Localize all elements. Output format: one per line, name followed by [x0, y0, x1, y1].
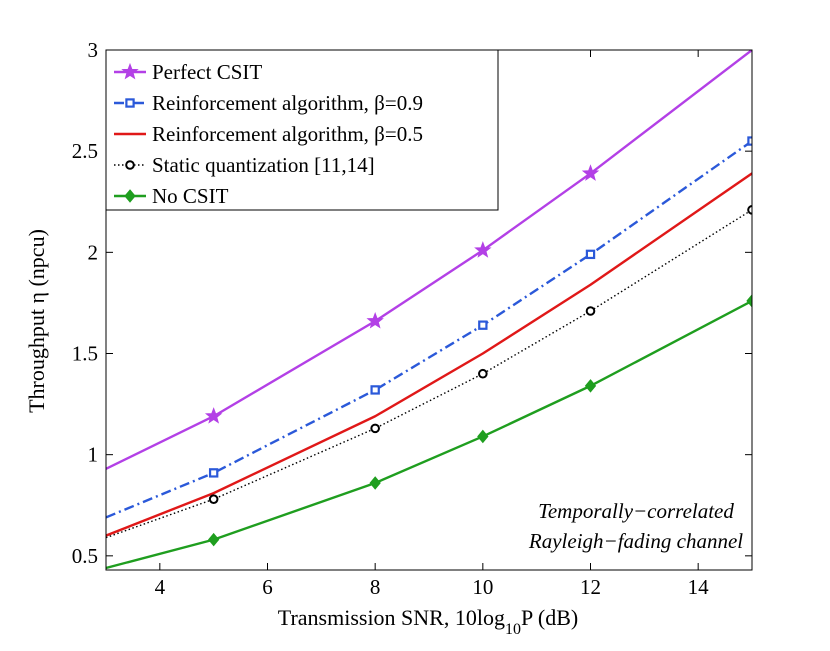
legend-entry-5: No CSIT — [114, 184, 229, 208]
x-axis-label-prefix: Transmission SNR, 10log — [278, 605, 505, 630]
series-2-line — [106, 140, 752, 519]
x-tick-label-12: 12 — [580, 575, 601, 599]
x-tick-label-6: 6 — [262, 575, 273, 599]
series-4-point-2 — [370, 423, 380, 434]
legend-entry-1: Perfect CSIT — [114, 60, 262, 84]
series-3-line — [106, 172, 752, 537]
x-tick-label-8: 8 — [370, 575, 381, 599]
y-tick-label-3: 1.5 — [72, 342, 98, 366]
series-3 — [106, 172, 752, 537]
series-4-line — [106, 209, 752, 539]
x-axis-label-suffix: P (dB) — [521, 605, 578, 630]
series-2-point-4 — [585, 249, 596, 260]
series-5-point-2 — [369, 476, 381, 490]
x-axis-label-subscript: 10 — [505, 621, 521, 638]
y-tick-label-4: 2 — [88, 240, 99, 264]
legend-entry-2: Reinforcement algorithm, β=0.9 — [114, 91, 423, 115]
x-tick-label-10: 10 — [472, 575, 493, 599]
annotation: Temporally−correlated Rayleigh−fading ch… — [528, 499, 743, 553]
series-4-point-3 — [478, 368, 488, 379]
y-axis-label: Throughput η (npcu) — [24, 229, 49, 413]
legend-box — [105, 49, 499, 211]
series-4-point-1 — [208, 494, 219, 504]
series-5 — [106, 294, 752, 570]
series-2-point-2 — [370, 385, 380, 395]
legend-label-4: Static quantization [11,14] — [152, 153, 375, 177]
y-tick-label-5: 2.5 — [72, 139, 98, 163]
legend-label-5: No CSIT — [152, 184, 229, 208]
series-1-point-3 — [474, 241, 492, 258]
series-5-point-5 — [746, 294, 752, 308]
legend-label-1: Perfect CSIT — [152, 60, 262, 84]
legend-marker-1 — [121, 62, 139, 80]
series-5-line — [106, 299, 752, 570]
legend: Perfect CSIT Reinforcement algorithm, β=0… — [105, 49, 499, 211]
axes-layer: 4 6 8 10 12 14 0.5 1 1.5 2 2.5 3 — [72, 38, 753, 599]
series-4-point-4 — [585, 306, 596, 316]
legend-label-3: Reinforcement algorithm, β=0.5 — [152, 122, 423, 146]
series-5-point-4 — [584, 379, 597, 393]
series-1-point-1 — [204, 407, 223, 424]
series-1-point-4 — [581, 164, 600, 181]
y-tick-label-2: 1 — [88, 443, 99, 467]
series-5-point-1 — [208, 532, 220, 547]
y-tick-label-1: 0.5 — [72, 544, 98, 568]
legend-marker-4 — [125, 160, 135, 170]
series-4 — [106, 205, 752, 539]
legend-entry-4: Static quantization [11,14] — [114, 153, 375, 177]
y-tick-label-6: 3 — [88, 38, 99, 62]
series-2 — [106, 136, 752, 519]
series-5-point-3 — [477, 429, 489, 444]
x-axis-label: Transmission SNR, 10log10P (dB) — [278, 605, 578, 638]
annotation-line-1: Temporally−correlated — [538, 499, 734, 523]
legend-label-2: Reinforcement algorithm, β=0.9 — [152, 91, 423, 115]
legend-marker-2 — [125, 98, 135, 108]
legend-entry-3: Reinforcement algorithm, β=0.5 — [114, 122, 423, 146]
annotation-line-2: Rayleigh−fading channel — [528, 529, 743, 553]
series-layer — [106, 50, 752, 570]
series-1-point-2 — [366, 311, 384, 329]
series-2-point-5 — [747, 136, 752, 146]
series-2-point-3 — [478, 320, 488, 330]
series-4-point-5 — [747, 205, 752, 215]
series-1 — [106, 50, 752, 470]
series-1-line — [106, 50, 752, 470]
legend-marker-5 — [124, 189, 136, 203]
x-tick-label-14: 14 — [688, 575, 710, 599]
x-tick-label-4: 4 — [155, 575, 166, 599]
series-2-point-1 — [208, 468, 219, 478]
